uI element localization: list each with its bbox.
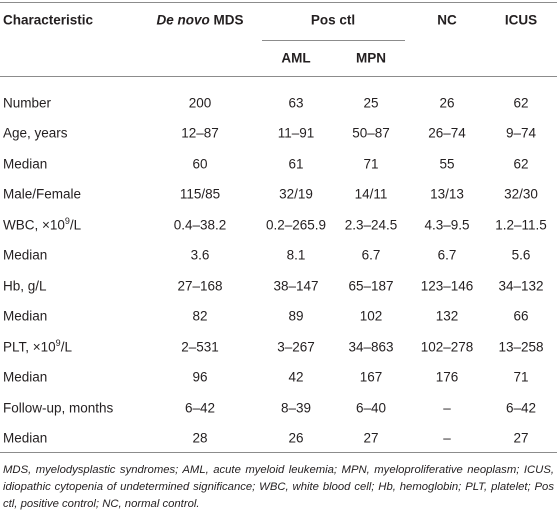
cell: 0.2–265.9: [265, 217, 327, 233]
cell: 9–74: [505, 125, 537, 141]
cell: 12–87: [181, 125, 219, 141]
cell: 123–146: [420, 278, 474, 294]
cell: 14/11: [354, 186, 388, 202]
cell: 0.4–38.2: [173, 217, 227, 233]
cell: 61: [288, 156, 304, 172]
cell: 27–168: [177, 278, 223, 294]
cell: 6.7: [437, 247, 457, 263]
cell: 5.6: [511, 247, 531, 263]
cell: 167: [359, 369, 383, 385]
header-cell: De novo MDS: [156, 13, 243, 28]
cell: 62: [513, 95, 529, 111]
cell: 34–132: [498, 278, 544, 294]
row-label: Median: [3, 369, 48, 385]
row-label: PLT, ×109/L: [3, 337, 72, 355]
cell: 60: [192, 156, 208, 172]
cell: 13–258: [498, 339, 544, 355]
cell: 4.3–9.5: [424, 217, 470, 233]
cell: 82: [192, 308, 208, 324]
top-rule: [0, 2, 557, 3]
header-cell: ICUS: [504, 12, 538, 28]
cell: 6–42: [184, 400, 216, 415]
cell: 102: [359, 308, 383, 324]
cell: –: [443, 430, 451, 446]
cell: 1.2–11.5: [495, 217, 547, 233]
row-label: Male/Female: [3, 186, 82, 202]
header-text: MDS: [209, 12, 244, 28]
label-tail: /L: [60, 339, 72, 355]
label-text: PLT, ×10: [3, 339, 56, 355]
label-sup: 9: [55, 337, 61, 348]
header-cell: AML: [281, 50, 311, 66]
cell: 102–278: [420, 339, 474, 355]
cell: 13/13: [430, 186, 464, 202]
cell: 200: [188, 95, 212, 111]
row-label: Median: [3, 430, 48, 446]
cell: 50–87: [352, 125, 390, 141]
cell: 115/85: [179, 186, 221, 202]
row-label: Number: [3, 95, 52, 111]
cell: 55: [439, 156, 455, 172]
cell: 63: [288, 95, 304, 111]
row-label: Median: [3, 156, 48, 172]
group-rule: [262, 40, 405, 41]
cell: 2.3–24.5: [344, 217, 398, 233]
cell: 3.6: [190, 247, 210, 263]
cell: 32/30: [504, 186, 538, 202]
cell: –: [443, 400, 451, 415]
label-tail: /L: [69, 217, 82, 233]
header-cell: Pos ctl: [310, 12, 356, 28]
cell: 89: [288, 308, 304, 324]
cell: 27: [513, 430, 529, 446]
cell: 26: [288, 430, 304, 446]
header-rule: [0, 76, 557, 77]
row-label: Median: [3, 247, 48, 263]
cell: 11–91: [277, 125, 315, 141]
row-label: Median: [3, 308, 48, 324]
cell: 3–267: [277, 339, 315, 355]
cell: 6–42: [505, 400, 537, 415]
cell: 71: [513, 369, 529, 385]
row-label: Hb, g/L: [3, 278, 47, 294]
cell: 96: [192, 369, 208, 385]
cell: 38–147: [273, 278, 319, 294]
header-cell: NC: [437, 12, 457, 28]
cell: 71: [363, 156, 379, 172]
label-sup: 9: [64, 215, 70, 226]
cell: 28: [192, 430, 208, 446]
row-label: Age, years: [3, 125, 68, 141]
cell: 176: [435, 369, 459, 385]
cell: 25: [363, 95, 379, 111]
cell: 132: [435, 308, 459, 324]
header-cell: MPN: [356, 50, 386, 66]
cell: 6–40: [355, 400, 387, 415]
row-label: Follow-up, months: [3, 400, 114, 415]
cell: 26–74: [428, 125, 466, 141]
cell: 6.7: [361, 247, 381, 263]
cell: 8.1: [286, 247, 306, 263]
cell: 2–531: [181, 339, 219, 355]
cell: 66: [513, 308, 529, 324]
cell: 26: [439, 95, 455, 111]
cell: 32/19: [279, 186, 313, 202]
bottom-rule: [0, 452, 557, 453]
header-italic: De novo: [156, 12, 210, 28]
cell: 42: [288, 369, 304, 385]
footnote: MDS, myelodysplastic syndromes; AML, acu…: [3, 464, 554, 510]
cell: 8–39: [280, 400, 312, 415]
cell: 62: [513, 156, 529, 172]
cell: 65–187: [348, 278, 394, 294]
cell: 34–863: [348, 339, 394, 355]
label-text: WBC, ×10: [3, 217, 65, 233]
cell: 27: [363, 430, 379, 446]
row-label: WBC, ×109/L: [3, 215, 82, 233]
header-cell: Characteristic: [3, 12, 94, 28]
